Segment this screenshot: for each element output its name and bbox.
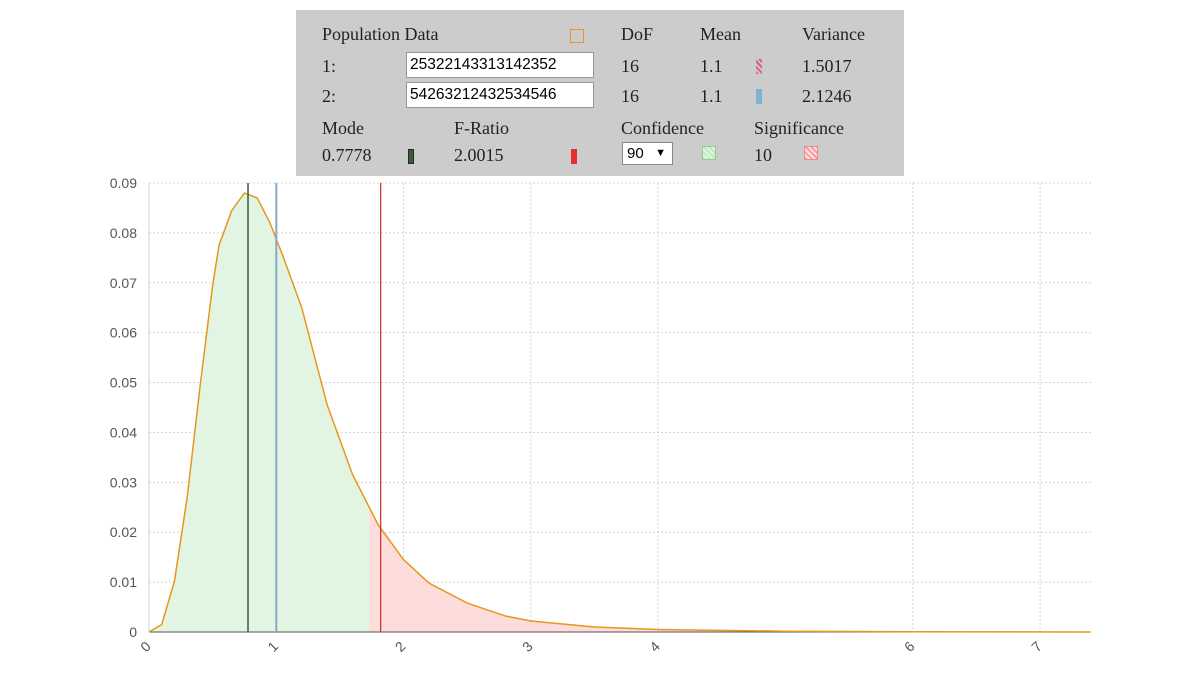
y-tick-label: 0.01 (110, 574, 137, 590)
population-2-label: 2: (322, 86, 337, 106)
mode-swatch (408, 149, 414, 164)
x-tick-label: 1 (264, 638, 281, 655)
mode-value: 0.7778 (322, 145, 372, 165)
chevron-down-icon: ▼ (655, 147, 666, 159)
population-2-input[interactable] (406, 82, 594, 108)
y-tick-label: 0.09 (110, 175, 137, 191)
y-tick-label: 0.07 (110, 275, 137, 291)
y-tick-label: 0.03 (110, 474, 137, 490)
significance-swatch (804, 146, 818, 160)
x-tick-label: 4 (646, 638, 663, 655)
y-tick-label: 0.04 (110, 424, 137, 440)
mode-label: Mode (322, 118, 364, 138)
population-2-variance: 2.1246 (802, 86, 852, 106)
population-1-dof: 16 (621, 56, 639, 76)
x-tick-label: 0 (137, 638, 154, 655)
significance-label: Significance (754, 118, 844, 138)
y-tick-label: 0.02 (110, 524, 137, 540)
variance-header: Variance (802, 24, 865, 44)
population-2-mean: 1.1 (700, 86, 723, 106)
density-curve (148, 192, 1092, 633)
x-tick-label: 6 (901, 638, 918, 655)
population-2-dof: 16 (621, 86, 639, 106)
population-1-variance: 1.5017 (802, 56, 852, 76)
confidence-swatch (702, 146, 716, 160)
x-tick-label: 3 (519, 638, 536, 655)
confidence-value: 90 (627, 145, 644, 162)
y-tick-label: 0.06 (110, 325, 137, 341)
dof-header: DoF (621, 24, 654, 44)
significance-value: 10 (754, 145, 772, 165)
population-data-label: Population Data (322, 24, 439, 44)
f-ratio-value: 2.0015 (454, 145, 504, 165)
control-panel: Population Data DoF Mean Variance 1: 16 … (296, 10, 904, 176)
population-2-swatch (756, 89, 762, 104)
f-ratio-swatch (571, 149, 577, 164)
y-tick-label: 0 (129, 624, 137, 640)
mean-header: Mean (700, 24, 741, 44)
x-tick-label: 7 (1028, 638, 1045, 655)
x-tick-label: 2 (392, 638, 409, 655)
significance-region (369, 507, 1091, 632)
y-tick-label: 0.05 (110, 375, 137, 391)
population-1-label: 1: (322, 56, 337, 76)
confidence-region (149, 192, 370, 632)
y-tick-label: 0.08 (110, 225, 137, 241)
curve-legend-swatch (570, 29, 584, 43)
population-1-input[interactable] (406, 52, 594, 78)
confidence-select[interactable]: 90 ▼ (622, 142, 673, 165)
f-ratio-label: F-Ratio (454, 118, 510, 138)
population-1-mean: 1.1 (700, 56, 723, 76)
confidence-label: Confidence (621, 118, 704, 138)
population-1-swatch (756, 59, 762, 74)
